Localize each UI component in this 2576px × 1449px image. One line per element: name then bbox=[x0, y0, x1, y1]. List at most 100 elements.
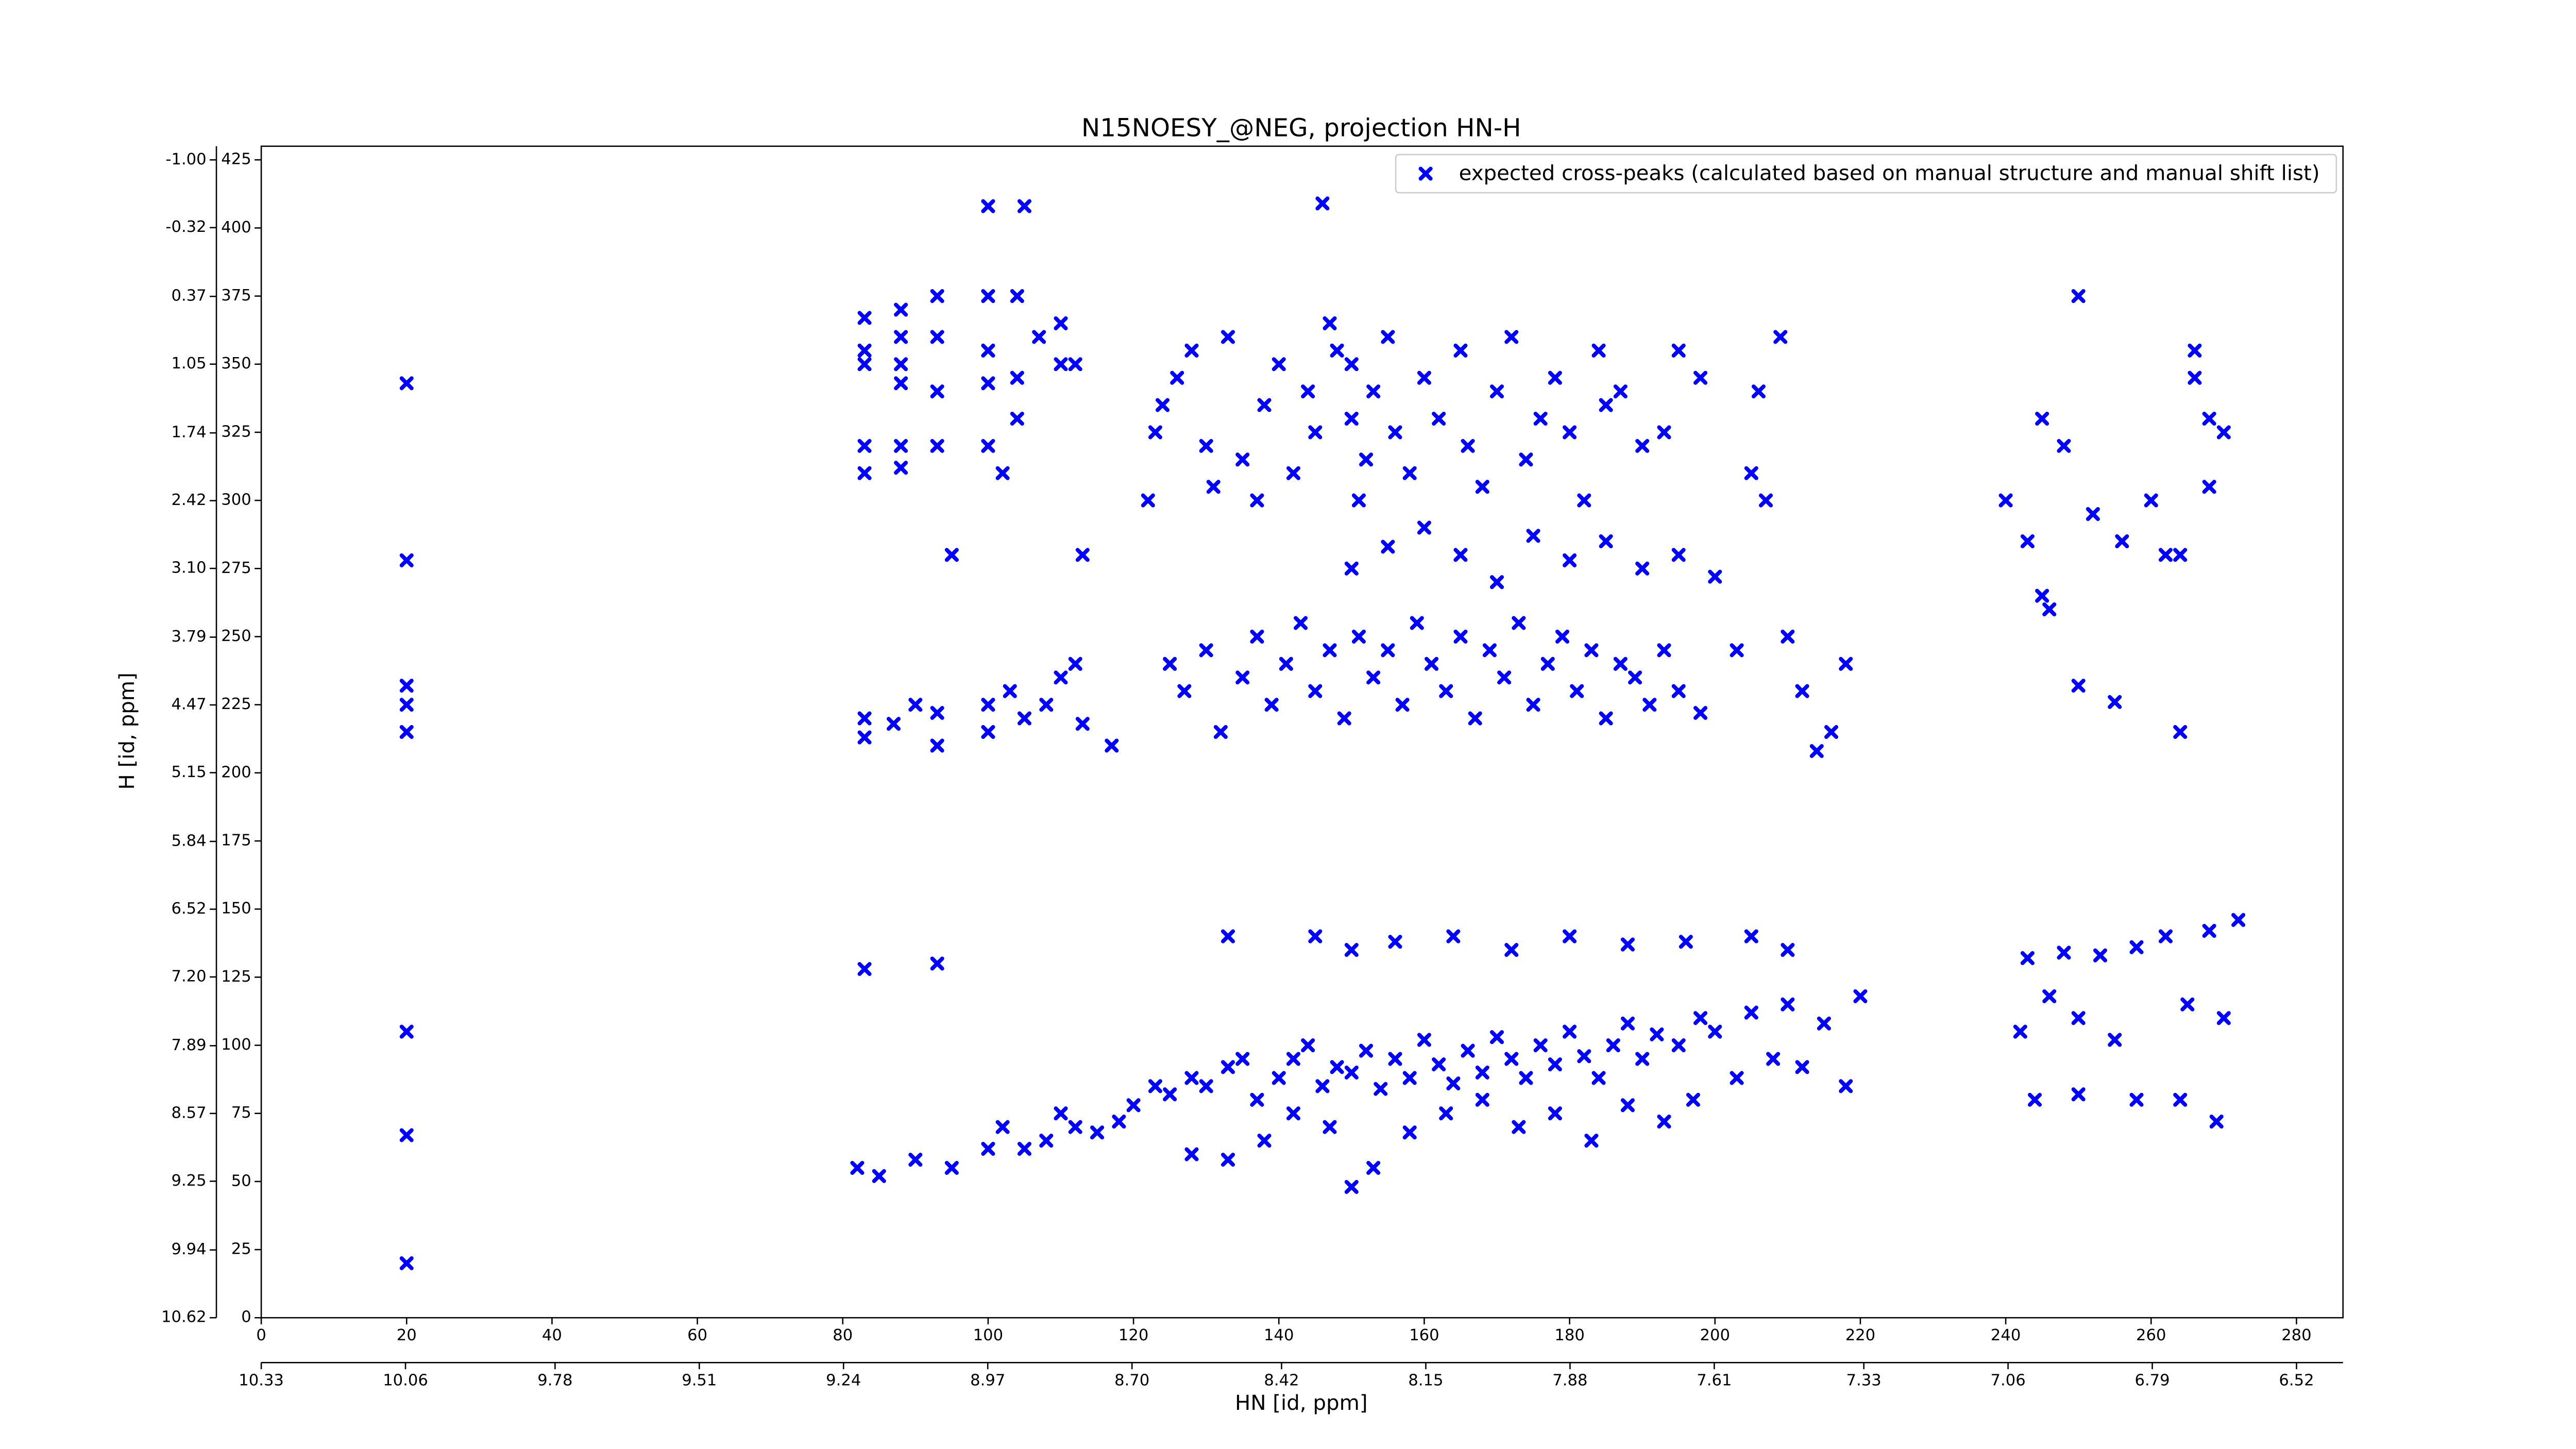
cross-peak bbox=[1671, 548, 1686, 562]
cross-peak bbox=[1221, 929, 1235, 943]
x2-tick-label: 6.52 bbox=[2279, 1371, 2314, 1389]
cross-peak bbox=[1693, 1011, 1708, 1025]
cross-peak bbox=[1497, 670, 1512, 685]
x2-tick-label: 9.24 bbox=[826, 1371, 861, 1389]
cross-peak bbox=[1148, 1079, 1162, 1093]
cross-peak bbox=[1315, 196, 1330, 211]
x-tick-label: 40 bbox=[542, 1326, 562, 1344]
x-tick-label: 60 bbox=[687, 1326, 707, 1344]
x-tick-label: 0 bbox=[256, 1326, 266, 1344]
cross-peak bbox=[1751, 384, 1766, 399]
cross-peak bbox=[1039, 1134, 1054, 1148]
cross-peak bbox=[1221, 330, 1235, 344]
cross-peak bbox=[1344, 942, 1359, 957]
cross-peak bbox=[1839, 1079, 1853, 1093]
cross-peak bbox=[981, 343, 995, 358]
cross-peak bbox=[1264, 698, 1279, 712]
cross-peak bbox=[1519, 452, 1533, 467]
cross-peak bbox=[1533, 411, 1548, 426]
x2-tick-label: 8.42 bbox=[1264, 1371, 1299, 1389]
cross-peak bbox=[1591, 343, 1606, 358]
cross-peak bbox=[1184, 1071, 1199, 1085]
cross-peak bbox=[1453, 548, 1468, 562]
cross-peak bbox=[1279, 656, 1293, 671]
y-axis-label: H [id, ppm] bbox=[115, 672, 139, 789]
cross-peak bbox=[1475, 1065, 1489, 1080]
cross-peak bbox=[2013, 1024, 2027, 1039]
cross-peak bbox=[1563, 553, 1577, 567]
cross-peak bbox=[930, 956, 944, 971]
cross-peak bbox=[1489, 575, 1504, 589]
cross-peak bbox=[1504, 330, 1519, 344]
cross-peak bbox=[1439, 684, 1453, 698]
cross-peak bbox=[1744, 466, 1758, 480]
cross-peak bbox=[1809, 744, 1824, 759]
cross-peak bbox=[857, 439, 872, 453]
cross-peak bbox=[399, 1256, 414, 1271]
cross-peak bbox=[1766, 1052, 1781, 1066]
cross-peak bbox=[2231, 913, 2246, 927]
cross-peak bbox=[1257, 398, 1272, 412]
cross-peak bbox=[1054, 316, 1068, 330]
cross-peak bbox=[1620, 1098, 1635, 1113]
y2-tick-label: 0.37 bbox=[171, 287, 206, 305]
cross-peak bbox=[1359, 1043, 1374, 1058]
cross-peak bbox=[1482, 643, 1497, 658]
x-tick-label: 160 bbox=[1409, 1326, 1439, 1344]
cross-peak bbox=[1489, 384, 1504, 399]
cross-peak bbox=[1286, 1106, 1301, 1121]
cross-peak bbox=[1620, 1016, 1635, 1031]
cross-peak bbox=[1453, 629, 1468, 644]
cross-peak bbox=[1657, 643, 1671, 658]
y2-tick-label: 4.47 bbox=[171, 696, 206, 714]
x2-tick-label: 7.88 bbox=[1552, 1371, 1587, 1389]
y-tick-label: 150 bbox=[221, 900, 251, 918]
y2-tick-label: 3.10 bbox=[171, 559, 206, 577]
cross-peak bbox=[1235, 452, 1250, 467]
cross-peak bbox=[2180, 997, 2195, 1012]
plot-area: 0 20 40 60 80 100 120 140 160 180 200 220 240 260 280 0… bbox=[161, 145, 2344, 1389]
cross-peak bbox=[1017, 1141, 1032, 1156]
x-tick-label: 20 bbox=[397, 1326, 417, 1344]
cross-peak bbox=[2093, 948, 2108, 963]
y2-tick-label: 9.25 bbox=[171, 1172, 206, 1190]
cross-peak bbox=[1671, 684, 1686, 698]
cross-peak bbox=[981, 1141, 995, 1156]
cross-peak bbox=[1795, 1060, 1809, 1074]
cross-peak bbox=[1410, 616, 1424, 630]
x2-tick-label: 6.79 bbox=[2134, 1371, 2170, 1389]
cross-peak bbox=[1417, 1033, 1431, 1047]
y2-tick-label: 3.79 bbox=[171, 628, 206, 646]
cross-peak bbox=[981, 698, 995, 712]
cross-peak bbox=[930, 439, 944, 453]
y2-tick-label: 10.62 bbox=[161, 1308, 207, 1326]
cross-peak bbox=[857, 343, 872, 358]
x2-tick-label: 7.06 bbox=[1991, 1371, 2026, 1389]
cross-peak bbox=[1090, 1125, 1105, 1140]
cross-peak bbox=[2071, 289, 2086, 304]
x2-tick-label: 8.70 bbox=[1114, 1371, 1149, 1389]
cross-peak bbox=[1272, 1071, 1286, 1085]
cross-peak bbox=[857, 357, 872, 372]
cross-peak bbox=[1213, 724, 1228, 739]
y-tick-label: 275 bbox=[221, 559, 251, 577]
cross-peak bbox=[857, 311, 872, 325]
cross-peak bbox=[1366, 384, 1381, 399]
cross-peak bbox=[930, 738, 944, 753]
cross-peak bbox=[981, 376, 995, 391]
cross-peak bbox=[2071, 1011, 2086, 1025]
y2-tick-label: 5.84 bbox=[171, 832, 206, 850]
y2-tick-label: 7.20 bbox=[171, 967, 206, 985]
cross-peak bbox=[1853, 989, 1868, 1003]
cross-peak bbox=[1257, 1134, 1272, 1148]
y-tick-label: 250 bbox=[221, 627, 251, 645]
cross-peak bbox=[1548, 370, 1562, 385]
cross-peak bbox=[1781, 629, 1795, 644]
cross-peak bbox=[1679, 935, 1693, 949]
cross-peak bbox=[1308, 929, 1323, 943]
x2-tick-label: 10.06 bbox=[383, 1371, 428, 1389]
y-tick-label: 125 bbox=[221, 968, 251, 986]
x-tick-label: 80 bbox=[833, 1326, 853, 1344]
cross-peak bbox=[1381, 540, 1395, 554]
